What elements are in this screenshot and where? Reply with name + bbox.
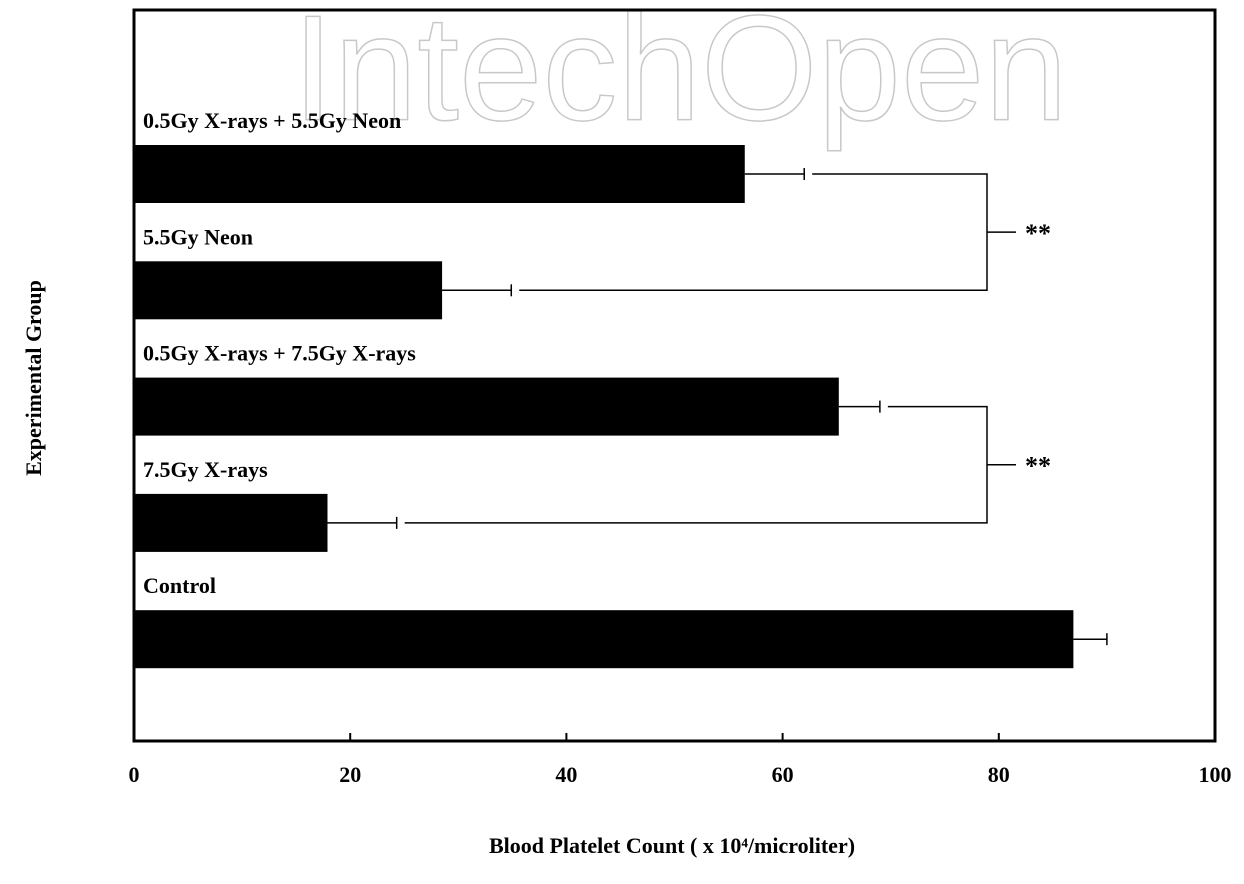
x-tick-label: 20 <box>339 762 361 787</box>
bar <box>134 493 328 552</box>
bar <box>134 145 745 203</box>
error-bar <box>838 400 881 413</box>
category-label: 0.5Gy X-rays + 5.5Gy Neon <box>143 108 401 133</box>
category-label: 5.5Gy Neon <box>143 224 253 249</box>
error-bar <box>442 284 513 297</box>
x-tick-label: 60 <box>772 762 794 787</box>
bar <box>134 610 1074 669</box>
x-tick-label: 80 <box>988 762 1010 787</box>
x-tick-label: 40 <box>555 762 577 787</box>
significance-label: ** <box>1025 452 1051 481</box>
watermark: IntechOpen <box>292 0 1068 152</box>
error-bar <box>744 168 805 180</box>
significance-bracket <box>519 173 1016 292</box>
x-tick-label: 0 <box>129 762 140 787</box>
x-axis-title: Blood Platelet Count ( x 10⁴/microliter) <box>489 833 855 858</box>
category-label: Control <box>143 573 216 598</box>
bar <box>134 377 839 436</box>
y-axis-title: Experimental Group <box>21 280 46 476</box>
error-bar <box>1073 633 1108 646</box>
bar <box>134 261 443 320</box>
significance-label: ** <box>1025 219 1051 248</box>
significance-bracket <box>404 405 1016 524</box>
x-tick-label: 100 <box>1199 762 1232 787</box>
plot-frame <box>132 8 1217 743</box>
category-label: 7.5Gy X-rays <box>143 457 268 482</box>
category-label: 0.5Gy X-rays + 7.5Gy X-rays <box>143 341 416 366</box>
error-bar <box>327 516 398 529</box>
